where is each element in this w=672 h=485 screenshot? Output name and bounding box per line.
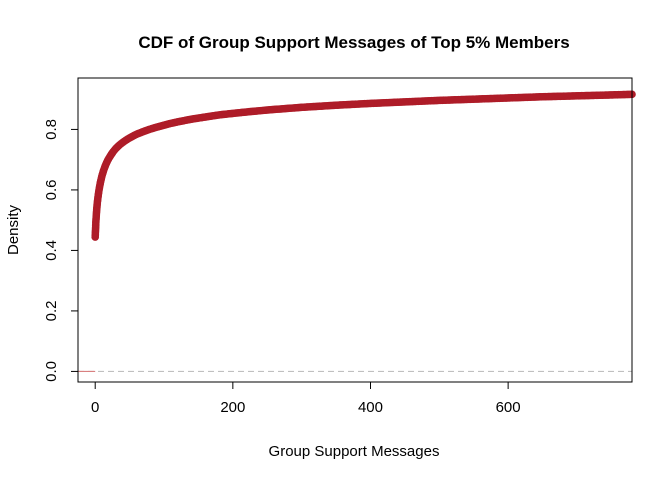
data-points <box>91 90 636 241</box>
data-point-0-41 <box>435 96 444 105</box>
data-point-0-3 <box>93 199 102 208</box>
x-tick-label-3: 600 <box>496 399 521 416</box>
data-point-0-42 <box>469 95 478 103</box>
x-tick-label-1: 200 <box>220 399 245 416</box>
chart-title: CDF of Group Support Messages of Top 5% … <box>138 33 569 52</box>
y-tick-label-3: 0.6 <box>43 179 60 200</box>
data-point-0-27 <box>153 123 161 131</box>
data-point-0-24 <box>132 130 141 139</box>
data-point-0-31 <box>187 115 196 123</box>
data-point-0-45 <box>573 92 581 100</box>
data-point-0-43 <box>504 94 512 102</box>
x-axis: 0 200 400 600 <box>91 381 521 416</box>
data-point-0-0 <box>91 233 100 241</box>
data-point-0-30 <box>173 118 182 126</box>
x-tick-label-2: 400 <box>358 399 383 416</box>
data-point-0-26 <box>146 125 155 133</box>
data-point-0-38 <box>332 101 340 110</box>
y-tick-label-0: 0.0 <box>43 361 60 382</box>
data-point-0-29 <box>167 119 175 128</box>
data-point-0-36 <box>270 105 278 114</box>
data-point-0-44 <box>538 92 547 101</box>
data-point-0-39 <box>366 99 375 108</box>
data-point-0-46 <box>607 91 616 99</box>
y-tick-label-1: 0.2 <box>43 300 60 321</box>
data-point-0-37 <box>297 103 306 112</box>
data-point-0-28 <box>160 121 168 129</box>
data-point-0-33 <box>215 111 223 119</box>
x-tick-label-0: 0 <box>91 399 99 416</box>
data-point-0-34 <box>229 109 237 118</box>
x-axis-label: Group Support Messages <box>269 443 440 460</box>
y-tick-label-4: 0.8 <box>43 119 60 140</box>
data-point-0-25 <box>139 127 148 136</box>
data-point-0-1 <box>92 217 100 226</box>
data-point-0-2 <box>92 207 101 215</box>
y-axis: 0.0 0.2 0.4 0.6 0.8 <box>43 119 79 382</box>
data-point-0-32 <box>201 113 210 121</box>
data-point-0-40 <box>401 98 409 106</box>
y-axis-label: Density <box>5 204 22 255</box>
data-point-0-35 <box>249 107 258 116</box>
y-tick-label-2: 0.4 <box>43 240 60 261</box>
